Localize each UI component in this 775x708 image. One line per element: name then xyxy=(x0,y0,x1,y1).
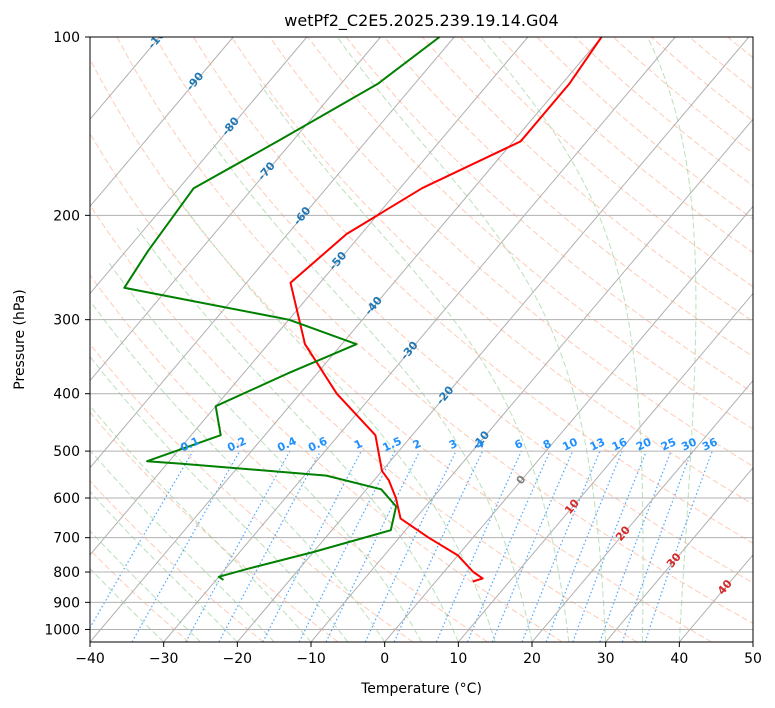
y-tick-label: 600 xyxy=(53,491,80,507)
y-tick-label: 300 xyxy=(53,313,80,329)
mixing-ratio-line xyxy=(644,450,713,642)
isotherm-line xyxy=(457,292,753,642)
x-tick-label: 50 xyxy=(744,651,762,667)
x-tick-label: −40 xyxy=(75,651,105,667)
isotherm-line xyxy=(90,37,308,295)
dry-adiabat-line xyxy=(154,37,753,584)
y-tick-label: 800 xyxy=(53,565,80,581)
y-tick-label: 200 xyxy=(53,208,80,224)
y-tick-label: 400 xyxy=(53,387,80,403)
moist-adiabat-line xyxy=(90,355,349,642)
moist-adiabat-line xyxy=(90,530,201,642)
mixing-ratio-line xyxy=(621,450,693,642)
mixing-ratio-line xyxy=(435,450,522,642)
x-axis-label: Temperature (°C) xyxy=(360,681,482,697)
isotherm-line xyxy=(90,37,529,556)
moist-adiabat-line xyxy=(170,187,496,642)
isotherm-line xyxy=(90,37,455,469)
dry-adiabat-line xyxy=(421,37,753,322)
dry-adiabat-line xyxy=(231,37,753,505)
dry-adiabat-line xyxy=(90,274,488,642)
mixing-ratio-line xyxy=(298,450,396,642)
temperature-profile-line xyxy=(289,37,603,583)
x-tick-label: −10 xyxy=(296,651,326,667)
moist-adiabat-line xyxy=(136,227,459,642)
isotherm-line xyxy=(236,37,750,642)
moist-adiabat-line xyxy=(259,83,570,642)
moist-adiabat-line xyxy=(90,449,275,642)
moist-adiabat-line xyxy=(336,37,607,642)
mixing-ratio-line xyxy=(466,450,551,642)
dry-adiabat-line xyxy=(460,37,753,288)
moist-adiabat-line xyxy=(90,299,386,642)
mixing-ratio-line xyxy=(325,450,421,642)
y-tick-label: 900 xyxy=(53,595,80,611)
plot-frame xyxy=(89,36,754,643)
moist-adiabat-line xyxy=(480,37,644,642)
y-tick-label: 100 xyxy=(53,30,80,46)
moist-adiabat-line xyxy=(90,404,312,642)
moist-adiabat-line xyxy=(108,262,422,642)
isotherm-line xyxy=(605,466,753,642)
y-tick-label: 700 xyxy=(53,531,80,547)
x-tick-label: 10 xyxy=(449,651,467,667)
y-tick-label: 1000 xyxy=(44,622,80,638)
x-tick-label: 40 xyxy=(670,651,688,667)
x-tick-label: 0 xyxy=(380,651,389,667)
x-tick-label: 30 xyxy=(597,651,615,667)
x-tick-label: −20 xyxy=(223,651,253,667)
mixing-ratio-line xyxy=(545,450,623,642)
mixing-ratio-line xyxy=(521,450,601,642)
isotherm-line xyxy=(90,37,234,208)
mixing-ratio-label: 13 xyxy=(588,435,607,453)
y-axis-label: Pressure (hPa) xyxy=(12,289,28,389)
dry-adiabat-line xyxy=(90,480,264,642)
mixing-ratio-line xyxy=(185,450,291,642)
dry-adiabat-line xyxy=(269,37,753,467)
dry-adiabat-line xyxy=(90,204,563,642)
isotherm-line xyxy=(310,118,753,642)
dry-adiabat-line xyxy=(383,37,753,358)
x-tick-label: −30 xyxy=(149,651,179,667)
x-tick-label: 20 xyxy=(523,651,541,667)
mixing-ratio-label: 36 xyxy=(700,435,720,453)
chart-title: wetPf2_C2E5.2025.239.19.14.G04 xyxy=(284,11,558,31)
dry-adiabat-line xyxy=(90,132,638,642)
mixing-ratio-line xyxy=(572,450,647,642)
mixing-ratio-label: 16 xyxy=(610,435,630,453)
dry-adiabat-line xyxy=(90,411,339,642)
dry-adiabat-line xyxy=(307,37,753,430)
y-tick-label: 500 xyxy=(53,444,80,460)
dry-adiabat-line xyxy=(90,549,190,642)
mixing-ratio-label: 20 xyxy=(634,435,654,453)
dry-adiabat-line xyxy=(116,37,753,625)
dewpoint-profile-line xyxy=(123,37,441,581)
isotherm-line xyxy=(531,379,753,642)
moist-adiabat-line xyxy=(647,37,697,642)
mixing-ratio-label: 30 xyxy=(679,435,699,453)
mixing-ratio-label: 25 xyxy=(659,435,678,453)
moist-adiabat-line xyxy=(90,567,165,642)
mixing-ratio-line xyxy=(599,450,672,642)
moist-adiabat-line xyxy=(90,490,238,642)
isotherm-line xyxy=(384,205,753,642)
mixing-ratio-label: 10 xyxy=(560,435,580,453)
isotherm-line xyxy=(163,37,676,642)
isotherm-line xyxy=(90,37,381,382)
mixing-ratio-line xyxy=(218,450,322,642)
